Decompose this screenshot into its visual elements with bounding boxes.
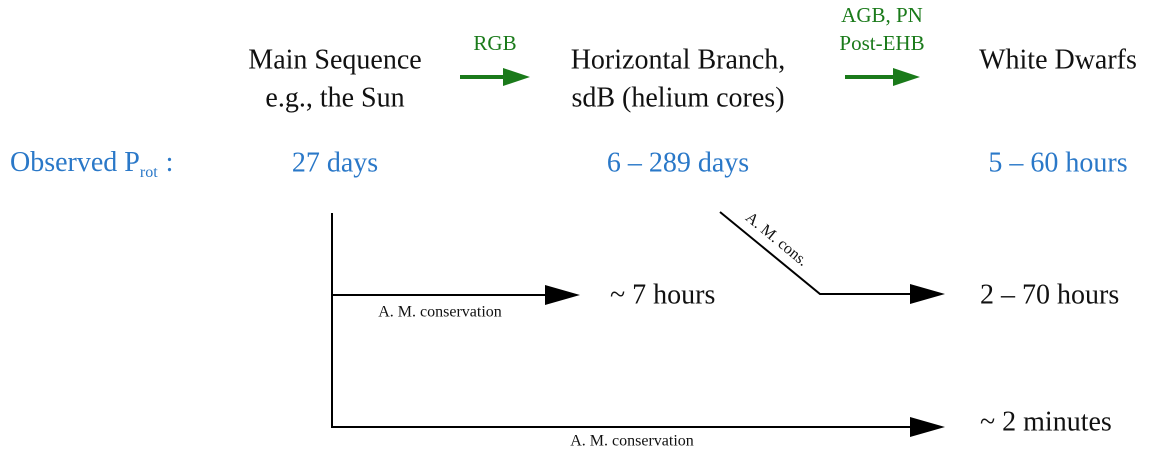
transition-label: AGB, PN — [841, 3, 923, 27]
prediction: ~ 7 hours — [610, 279, 715, 310]
observed-value: 27 days — [292, 147, 378, 178]
transition-arrowhead — [893, 68, 920, 86]
arrow-label: A. M. conservation — [570, 433, 694, 450]
arrow-label: A. M. conservation — [378, 304, 502, 321]
observed-text: Observed P — [10, 147, 140, 178]
stage-label: e.g., the Sun — [265, 82, 404, 113]
observed-suffix: : — [166, 147, 174, 178]
stage-label: sdB (helium cores) — [571, 82, 784, 113]
observed-label: Observed Prot: — [10, 147, 173, 180]
transition-label: RGB — [473, 31, 516, 55]
prediction: 2 – 70 hours — [980, 279, 1119, 310]
observed-value: 5 – 60 hours — [988, 147, 1127, 178]
arrowhead — [910, 417, 945, 437]
transition-label: Post-EHB — [839, 31, 924, 55]
transition-arrowhead — [503, 68, 530, 86]
arrow — [719, 211, 915, 295]
arrowhead — [910, 284, 945, 304]
arrowhead — [545, 285, 580, 305]
stage-label: Horizontal Branch, — [571, 44, 786, 75]
prediction: ~ 2 minutes — [980, 406, 1112, 437]
stage-label: Main Sequence — [248, 44, 421, 75]
stage-label: White Dwarfs — [979, 44, 1137, 75]
observed-subscript: rot — [140, 164, 158, 181]
observed-value: 6 – 289 days — [607, 147, 749, 178]
